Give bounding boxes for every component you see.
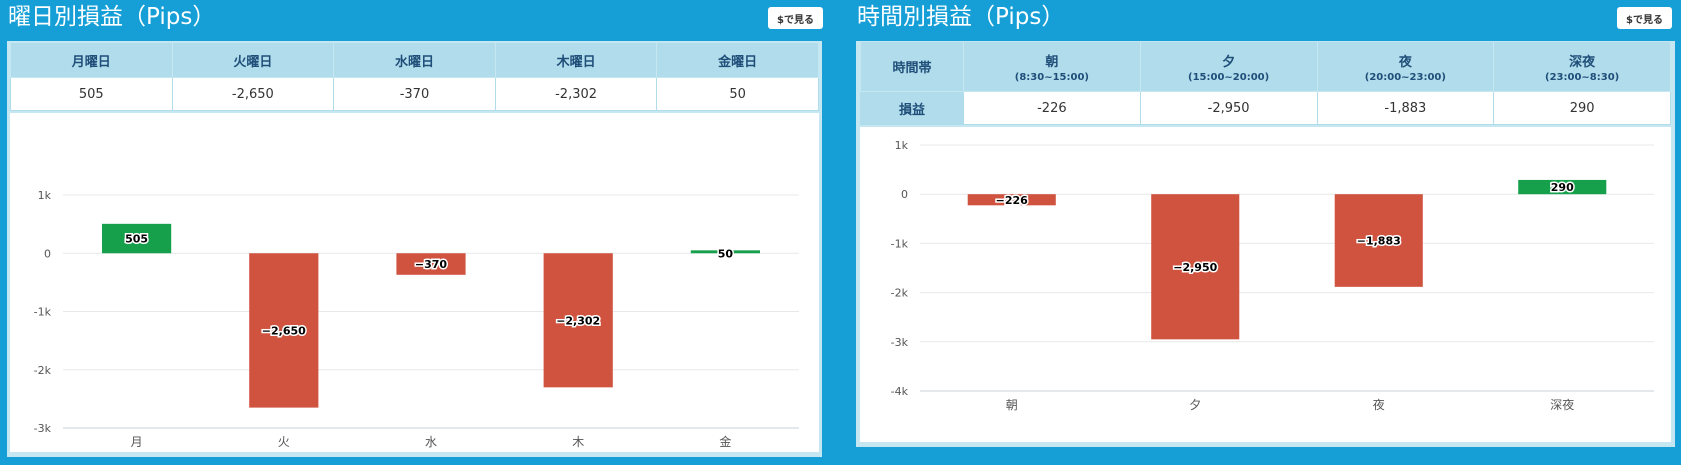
timeslot-header-latenight: 深夜 (23:00~8:30) <box>1493 41 1671 92</box>
weekday-bar-chart: 1k 0 -1k -2k -3k 505 月 −2,650 火 −370 水 −2,302 木 50 金 <box>34 189 799 449</box>
timeslot-header-morning-label: 朝 <box>1045 54 1059 70</box>
timeslot-usd-toggle-button[interactable]: $で見る <box>1617 7 1672 29</box>
weekday-usd-toggle-button[interactable]: $で見る <box>768 7 823 29</box>
y-tick-label: 1k <box>38 189 52 202</box>
data-label: −2,950 <box>1173 261 1217 274</box>
timeslot-value-row: 損益 -226 -2,950 -1,883 290 <box>860 91 1671 125</box>
y-tick-label: -3k <box>891 336 909 349</box>
data-label: −226 <box>996 194 1029 207</box>
weekday-header-tue: 火曜日 <box>171 42 335 78</box>
bar <box>249 253 319 408</box>
bar <box>396 253 466 275</box>
weekday-value-thu: -2,302 <box>494 77 658 111</box>
weekday-value-wed: -370 <box>333 77 496 111</box>
weekday-header-thu: 木曜日 <box>494 42 658 78</box>
timeslot-header-night-range: (20:00~23:00) <box>1364 71 1446 83</box>
bar <box>1334 194 1423 287</box>
timeslot-value-evening: -2,950 <box>1139 91 1318 125</box>
bar <box>690 250 760 254</box>
bar <box>967 194 1056 206</box>
x-tick-label: 金 <box>719 434 731 449</box>
weekday-value-mon: 505 <box>10 77 173 111</box>
weekday-card: 月曜日 火曜日 水曜日 木曜日 金曜日 505 -2,650 -370 -2,3… <box>7 41 822 457</box>
data-label: 50 <box>718 247 734 260</box>
y-tick-label: 0 <box>44 247 51 260</box>
weekday-panel: 曜日別損益（Pips） $で見る 月曜日 火曜日 水曜日 木曜日 金曜日 505… <box>0 0 830 465</box>
y-tick-label: -1k <box>891 237 909 250</box>
timeslot-header-night-label: 夜 <box>1398 54 1412 70</box>
data-label: 505 <box>125 233 148 246</box>
weekday-value-row: 505 -2,650 -370 -2,302 50 <box>10 77 819 111</box>
timeslot-header-night: 夜 (20:00~23:00) <box>1316 41 1495 92</box>
timeslot-row-label: 損益 <box>860 91 964 125</box>
x-tick-label: 夕 <box>1189 398 1201 412</box>
x-tick-label: 月 <box>131 435 143 449</box>
timeslot-header-evening: 夕 (15:00~20:00) <box>1139 41 1318 92</box>
timeslot-panel-title: 時間別損益（Pips） <box>857 4 1065 30</box>
data-label: −2,302 <box>556 314 600 327</box>
y-tick-label: -2k <box>891 287 909 300</box>
timeslot-header-morning: 朝 (8:30~15:00) <box>963 41 1141 92</box>
timeslot-value-latenight: 290 <box>1493 91 1671 125</box>
weekday-value-fri: 50 <box>656 77 819 111</box>
timeslot-bar-chart: 1k 0 -1k -2k -3k -4k −226 朝 −2,950 夕 −1,883 夜 290 深夜 <box>891 139 1654 412</box>
data-label: −370 <box>415 258 448 271</box>
timeslot-header-row: 時間帯 朝 (8:30~15:00) 夕 (15:00~20:00) 夜 (20:00… <box>860 41 1671 92</box>
data-label: −1,883 <box>1357 235 1401 248</box>
data-label: −2,650 <box>262 324 306 337</box>
timeslot-header-latenight-label: 深夜 <box>1569 54 1596 70</box>
bar <box>543 253 613 388</box>
x-tick-label: 夜 <box>1373 397 1385 412</box>
timeslot-table: 時間帯 朝 (8:30~15:00) 夕 (15:00~20:00) 夜 (20:00… <box>860 41 1671 125</box>
data-label: 290 <box>1551 181 1574 194</box>
bar <box>102 223 172 254</box>
y-tick-label: -1k <box>34 306 52 319</box>
timeslot-value-night: -1,883 <box>1316 91 1495 125</box>
weekday-chart-area: 1k 0 -1k -2k -3k 505 月 −2,650 火 −370 水 −2,302 木 50 金 <box>10 113 819 452</box>
timeslot-chart-area: 1k 0 -1k -2k -3k -4k −226 朝 −2,950 夕 −1,883 夜 290 深夜 <box>860 127 1671 442</box>
timeslot-header-evening-label: 夕 <box>1222 54 1236 70</box>
timeslot-card: 時間帯 朝 (8:30~15:00) 夕 (15:00~20:00) 夜 (20:00… <box>856 41 1675 447</box>
weekday-header-mon: 月曜日 <box>10 42 173 78</box>
y-tick-label: -2k <box>34 364 52 377</box>
timeslot-header-latenight-range: (23:00~8:30) <box>1545 71 1620 83</box>
weekday-value-tue: -2,650 <box>171 77 335 111</box>
timeslot-corner-header: 時間帯 <box>860 41 964 92</box>
bar <box>1518 179 1607 195</box>
y-tick-label: 0 <box>901 188 908 201</box>
weekday-header-row: 月曜日 火曜日 水曜日 木曜日 金曜日 <box>10 42 819 78</box>
x-tick-label: 水 <box>425 435 437 449</box>
x-tick-label: 火 <box>278 435 290 449</box>
timeslot-panel: 時間別損益（Pips） $で見る 時間帯 朝 (8:30~15:00) 夕 (15:… <box>850 0 1681 465</box>
timeslot-header-evening-range: (15:00~20:00) <box>1188 71 1270 83</box>
y-tick-label: 1k <box>895 139 909 152</box>
weekday-panel-title: 曜日別損益（Pips） <box>8 4 216 30</box>
weekday-header-wed: 水曜日 <box>333 42 496 78</box>
weekday-table: 月曜日 火曜日 水曜日 木曜日 金曜日 505 -2,650 -370 -2,3… <box>10 42 819 111</box>
timeslot-value-morning: -226 <box>963 91 1141 125</box>
x-tick-label: 深夜 <box>1550 397 1574 412</box>
weekday-header-fri: 金曜日 <box>656 42 819 78</box>
x-tick-label: 木 <box>572 435 584 449</box>
x-tick-label: 朝 <box>1006 398 1018 412</box>
y-tick-label: -3k <box>34 422 52 435</box>
y-tick-label: -4k <box>891 385 909 398</box>
bar <box>1151 194 1240 340</box>
timeslot-header-morning-range: (8:30~15:00) <box>1014 71 1089 83</box>
